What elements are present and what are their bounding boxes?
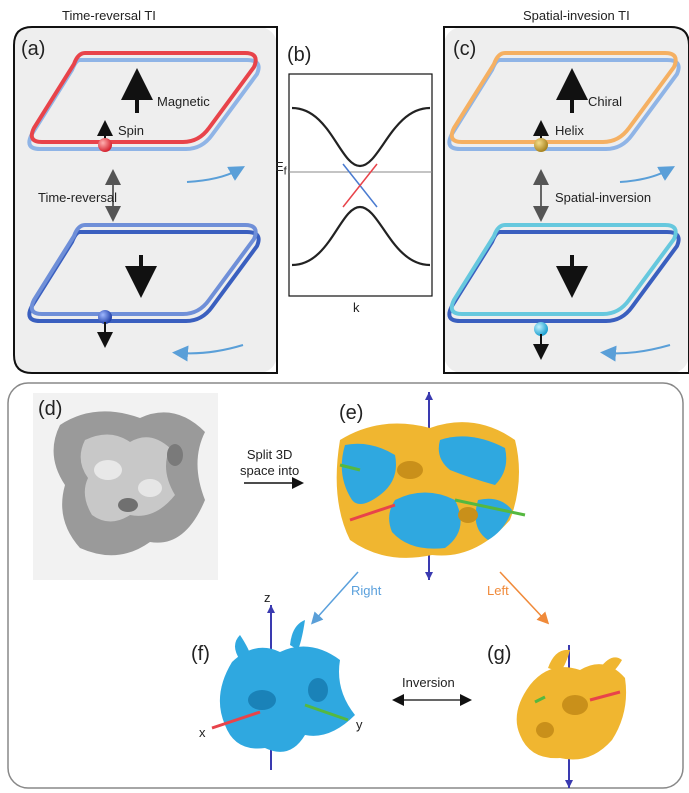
spatial-inversion-label: Spatial-inversion <box>555 190 652 205</box>
gold-electron <box>534 138 548 152</box>
e-x-axis <box>349 503 396 522</box>
left-label: Left <box>487 583 509 598</box>
gyroid-split-surfaces <box>336 422 519 558</box>
panel-a-frame <box>13 26 278 374</box>
panel-label-a: (a) <box>21 38 46 60</box>
cyan-electron <box>534 322 548 336</box>
time-reversal-label: Time-reversal <box>38 190 117 205</box>
helix-label: Helix <box>555 123 584 138</box>
e-y-axis-back <box>339 463 361 472</box>
e-y-axis <box>454 498 526 517</box>
k-axis-label: k <box>353 300 360 315</box>
axis-y-label: y <box>356 717 363 732</box>
valence-band <box>291 205 431 267</box>
right-arrow <box>310 571 359 625</box>
current-arrow-a-top <box>186 166 245 183</box>
chiral-label: Chiral <box>588 94 622 109</box>
panel-label-e: (e) <box>339 402 364 424</box>
g-y-axis <box>534 695 546 704</box>
panel-a-upper-loop <box>27 51 261 151</box>
left-arrow <box>499 571 550 625</box>
panel-c-upper-loop <box>447 51 681 151</box>
current-arrow-c-bottom <box>600 344 671 362</box>
panel-c-frame <box>443 26 689 374</box>
panel-a-lower-loop <box>27 223 261 323</box>
gyroid-blue-surface <box>219 620 355 752</box>
gyroid-gold-surface <box>516 649 627 760</box>
axis-x-label: x <box>199 725 206 740</box>
axis-z-label: z <box>264 590 271 605</box>
f-x-axis <box>211 710 261 730</box>
panel-label-b: (b) <box>287 44 312 66</box>
inversion-label: Inversion <box>402 675 455 690</box>
magnetic-label: Magnetic <box>157 94 210 109</box>
g-x-axis <box>589 690 621 702</box>
current-arrow-c-top <box>619 166 675 183</box>
panel-label-f: (f) <box>191 643 210 665</box>
panel-label-g: (g) <box>487 643 512 665</box>
blue-electron <box>98 310 112 324</box>
panel-label-d: (d) <box>38 398 63 420</box>
gyroid-gray-surface <box>53 411 205 556</box>
panel-c-lower-loop <box>447 223 681 323</box>
split-space-label: Split 3D space into <box>240 447 300 478</box>
panel-c-background <box>444 27 689 373</box>
conduction-band <box>291 106 431 168</box>
header-time-reversal-ti: Time-reversal TI <box>62 8 156 23</box>
surface-state-red <box>342 163 378 208</box>
f-y-axis <box>304 703 349 722</box>
red-electron <box>98 138 112 152</box>
spin-label: Spin <box>118 123 145 138</box>
right-label: Right <box>351 583 382 598</box>
header-spatial-inversion-ti: Spatial-invesion TI <box>523 8 630 23</box>
panel-label-c: (c) <box>453 38 477 60</box>
current-arrow-a-bottom <box>172 344 244 362</box>
fermi-energy-label: Ef <box>275 159 287 178</box>
panel-a-background <box>14 27 277 373</box>
